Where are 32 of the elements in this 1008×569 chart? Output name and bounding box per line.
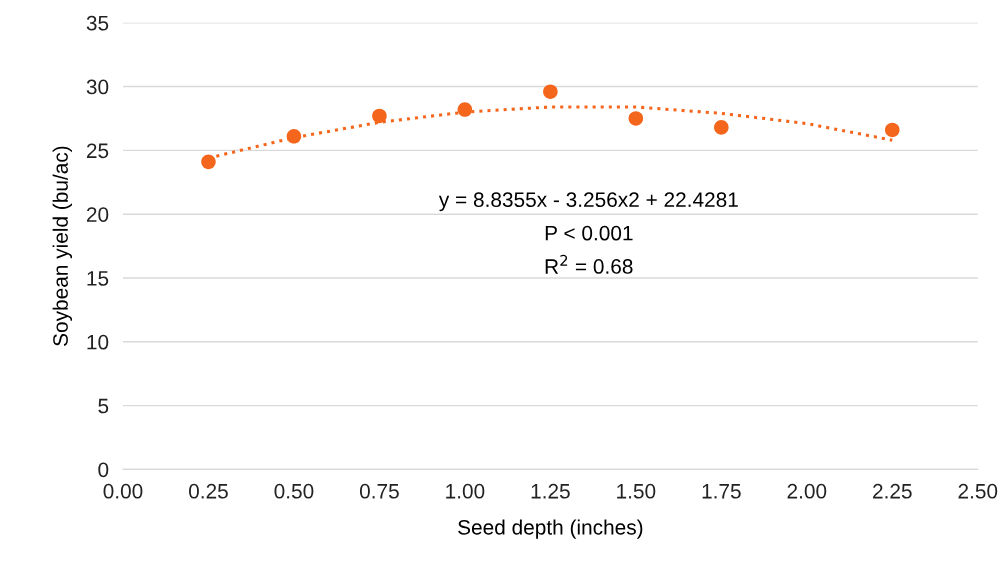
x-tick-label: 2.00 bbox=[787, 483, 827, 499]
x-tick-label: 1.25 bbox=[531, 483, 570, 499]
annotation: y = 8.8355x - 3.256x2 + 22.4281 bbox=[438, 192, 738, 212]
point bbox=[885, 122, 900, 138]
point bbox=[543, 84, 558, 99]
point bbox=[457, 102, 473, 117]
y-tick-label: 5 bbox=[98, 398, 109, 414]
x-tick-label: 2.25 bbox=[873, 483, 912, 499]
x-tick-label: 0.25 bbox=[189, 483, 228, 499]
x-tick-label: 2.50 bbox=[958, 483, 998, 499]
y-tick-label: 0 bbox=[98, 462, 109, 478]
x-tick-label: 0.50 bbox=[274, 483, 314, 499]
x-tick-label: 0.00 bbox=[103, 483, 143, 499]
point bbox=[286, 129, 302, 144]
y-tick-label: 25 bbox=[86, 143, 109, 159]
y-tick-label: 15 bbox=[87, 271, 109, 286]
x-tick-label: 1.50 bbox=[617, 483, 656, 499]
annotation: P < 0.001 bbox=[545, 225, 633, 241]
point bbox=[201, 154, 216, 170]
x-axis-title: Seed depth (inches) bbox=[458, 519, 643, 539]
y-tick-label: 30 bbox=[86, 79, 109, 95]
point bbox=[372, 108, 387, 124]
x-tick-label: 0.75 bbox=[359, 483, 399, 499]
y-tick-label: 20 bbox=[86, 207, 109, 222]
y-axis-title: Soybean yield (bu/ac) bbox=[52, 146, 73, 346]
annotation: R$^{2}$ = 0.68 bbox=[545, 254, 633, 274]
point bbox=[628, 111, 644, 126]
x-tick-label: 1.75 bbox=[702, 484, 741, 499]
point bbox=[714, 120, 729, 135]
y-tick-label: 35 bbox=[86, 15, 109, 31]
x-tick-label: 1.00 bbox=[446, 483, 485, 499]
y-tick-label: 10 bbox=[87, 334, 109, 350]
